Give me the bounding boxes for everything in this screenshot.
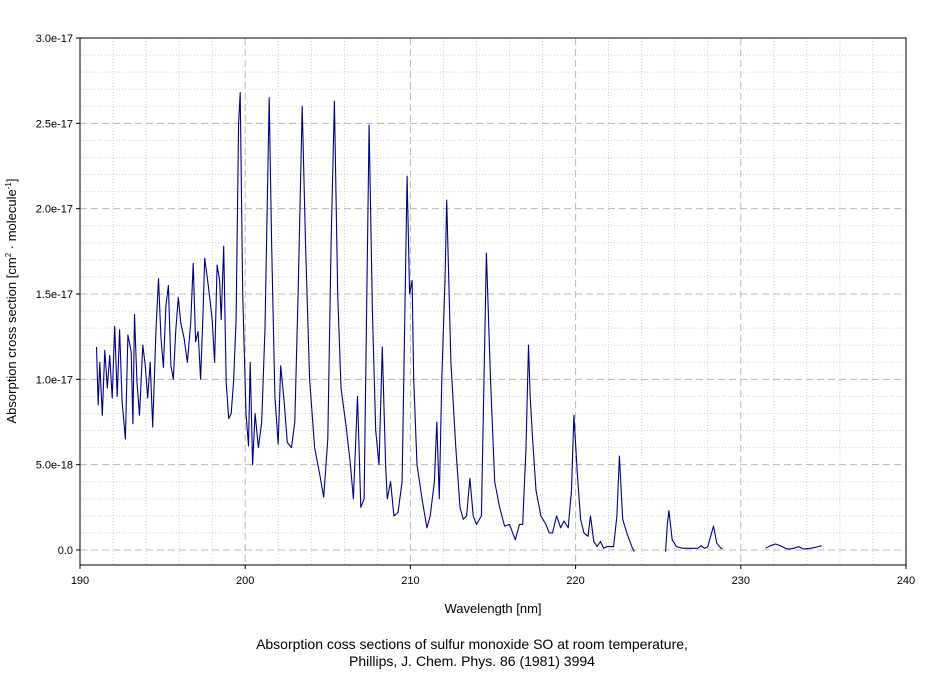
caption-line-1: Absorption coss sections of sulfur monox… xyxy=(256,636,688,652)
plot-frame xyxy=(79,37,907,566)
y-axis-label: Absorption cross section [cm2 · molecule… xyxy=(4,179,19,424)
series-line-segment-2 xyxy=(665,510,723,552)
caption-line-2: Phillips, J. Chem. Phys. 86 (1981) 3994 xyxy=(349,653,595,669)
series-line-segment-3 xyxy=(765,543,822,550)
y-tick-label: 5.0e-18 xyxy=(36,460,73,472)
x-tick-label: 230 xyxy=(732,575,750,587)
x-tick-label: 200 xyxy=(236,575,254,587)
series-line-segment-1 xyxy=(95,92,635,552)
x-tick-label: 210 xyxy=(401,575,419,587)
y-tick-label: 1.0e-17 xyxy=(36,374,73,386)
grid xyxy=(80,37,906,565)
tick-group: 190 200 210 220 230 240 0.0 5.0e-18 1.0e-17 1.5e-… xyxy=(36,33,915,587)
x-tick-label: 190 xyxy=(71,575,89,587)
x-axis-label: Wavelength [nm] xyxy=(444,601,541,616)
y-tick-label: 2.0e-17 xyxy=(36,204,73,216)
x-tick-label: 240 xyxy=(897,575,915,587)
series-group xyxy=(95,92,822,552)
x-tick-label: 220 xyxy=(566,575,584,587)
caption: Absorption coss sections of sulfur monox… xyxy=(0,636,944,670)
y-tick-label: 1.5e-17 xyxy=(36,289,73,301)
y-tick-label: 0.0 xyxy=(58,545,73,557)
y-tick-label: 2.5e-17 xyxy=(36,118,73,130)
y-tick-label: 3.0e-17 xyxy=(36,33,73,45)
